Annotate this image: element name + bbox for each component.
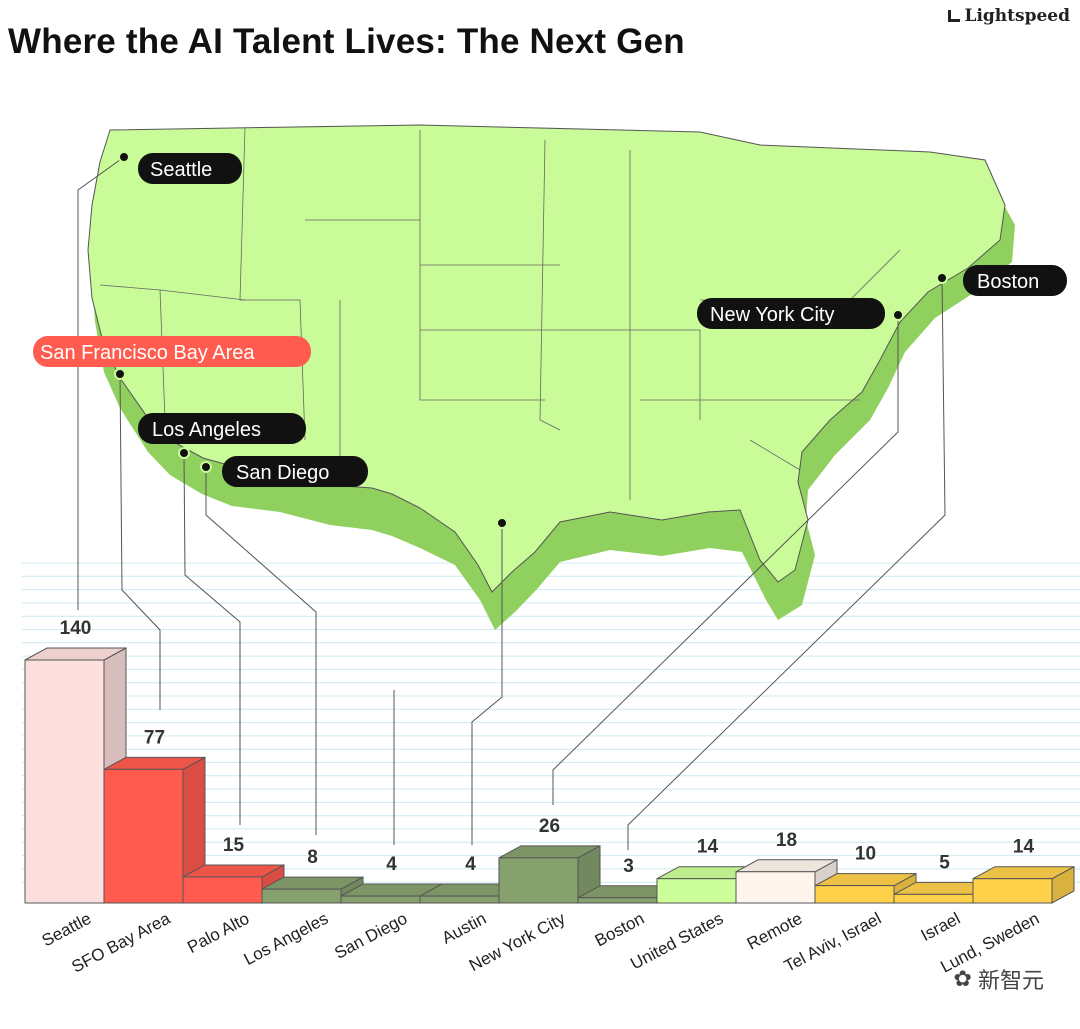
- value-label-7: 26: [539, 816, 560, 837]
- bar-front: [893, 893, 974, 904]
- bar-front: [419, 895, 500, 904]
- chart-title: Where the AI Talent Lives: The Next Gen: [8, 22, 685, 61]
- value-label-1: 140: [60, 618, 92, 639]
- category-label-10: Remote: [744, 909, 805, 954]
- bar-front: [24, 659, 105, 904]
- bar-front: [261, 888, 342, 904]
- brand-logo: Lightspeed: [947, 6, 1071, 26]
- value-label-4: 8: [307, 847, 318, 868]
- leader-sd: [205, 467, 317, 835]
- watermark-text: 新智元: [977, 968, 1044, 993]
- chat-icon: ✿: [953, 966, 972, 991]
- city-labels: Seattle San Francisco Bay Area Los Angel…: [33, 153, 1067, 487]
- leader-la: [183, 452, 241, 825]
- category-label-3: Palo Alto: [184, 909, 252, 957]
- value-label-6: 4: [465, 854, 476, 875]
- bar-front: [103, 768, 184, 904]
- category-label-5: San Diego: [331, 909, 410, 963]
- category-label-6: Austin: [439, 909, 490, 948]
- value-labels: 140 77 15 8 4 4 26 3 14 18 10 5 14: [60, 618, 1035, 877]
- bar-2: [103, 756, 206, 904]
- value-label-8: 3: [623, 856, 634, 877]
- value-label-9: 14: [697, 837, 719, 858]
- city-label-sd: San Diego: [236, 462, 329, 484]
- sfo-dot: [114, 368, 126, 380]
- leader-sfo: [119, 373, 161, 710]
- city-label-la: Los Angeles: [152, 419, 261, 441]
- leader-austin: [471, 523, 503, 845]
- leader-lines: [77, 156, 946, 850]
- leader-boston: [627, 277, 946, 850]
- city-label-bg-sfo: [33, 336, 311, 367]
- city-label-seattle: Seattle: [150, 159, 212, 181]
- city-label-boston: Boston: [977, 271, 1039, 293]
- city-label-bg-la: [138, 413, 306, 444]
- value-label-10: 18: [776, 830, 797, 851]
- state-borders: [99, 127, 901, 500]
- us-map: Seattle San Francisco Bay Area Los Angel…: [33, 124, 1067, 850]
- boston-dot: [936, 272, 948, 284]
- bar-front: [182, 876, 263, 904]
- city-label-bg-seattle: [138, 153, 242, 184]
- seattle-dot: [118, 151, 130, 163]
- value-label-12: 5: [939, 852, 950, 873]
- bar-front: [735, 871, 816, 904]
- la-dot: [178, 447, 190, 459]
- sd-dot: [200, 461, 212, 473]
- city-label-bg-ny: [697, 298, 885, 329]
- value-label-5: 4: [386, 854, 397, 875]
- bar-front: [656, 878, 737, 904]
- brand-name: Lightspeed: [964, 6, 1071, 26]
- value-label-3: 15: [223, 835, 245, 856]
- bar-front: [340, 895, 421, 904]
- watermark: ✿ 新智元: [954, 963, 1044, 995]
- value-label-2: 77: [144, 727, 165, 748]
- leader-ny: [552, 315, 899, 805]
- category-label-12: Israel: [918, 909, 964, 945]
- value-label-13: 14: [1013, 837, 1035, 858]
- city-label-ny: New York City: [710, 304, 835, 326]
- bar-front: [498, 857, 579, 904]
- leader-seattle: [77, 156, 125, 610]
- city-dots: [114, 151, 948, 529]
- city-label-sfo: San Francisco Bay Area: [40, 342, 255, 364]
- bar-front: [814, 885, 895, 904]
- austin-dot: [496, 517, 508, 529]
- category-label-8: Boston: [592, 909, 648, 951]
- bar-front: [972, 878, 1053, 904]
- lightspeed-logo-icon: [947, 10, 960, 22]
- bar-front: [577, 897, 658, 904]
- ny-dot: [892, 309, 904, 321]
- category-label-4: Los Angeles: [241, 909, 332, 969]
- city-label-bg-sd: [222, 456, 368, 487]
- category-label-1: Seattle: [39, 909, 95, 951]
- city-label-bg-boston: [963, 265, 1067, 296]
- value-label-11: 10: [855, 844, 876, 865]
- bar-13: [972, 865, 1075, 904]
- bar-series: [24, 647, 1075, 904]
